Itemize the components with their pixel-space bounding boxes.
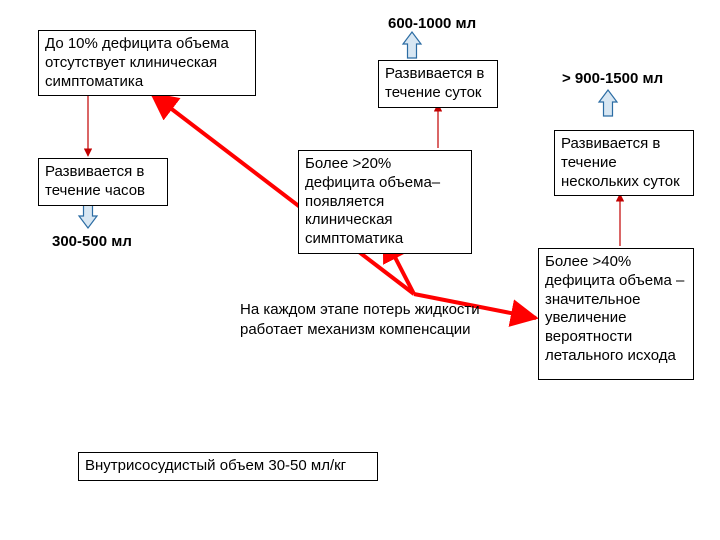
block-arrow-icon xyxy=(403,32,421,58)
footer-box: Внутрисосудистый объем 30-50 мл/кг xyxy=(78,452,378,481)
box-dev-day: Развивается в течение суток xyxy=(378,60,498,108)
box-dev-days: Развивается в течение нескольких суток xyxy=(554,130,694,196)
box-dev-hours: Развивается в течение часов xyxy=(38,158,168,206)
box-10pct: До 10% дефицита объема отсутствует клини… xyxy=(38,30,256,96)
label-600-1000: 600-1000 мл xyxy=(388,15,476,32)
box-20pct: Более >20% дефицита объема– появляется к… xyxy=(298,150,472,254)
block-arrow-icon xyxy=(79,202,97,228)
center-explanation: На каждом этапе потерь жидкости работает… xyxy=(240,300,510,339)
block-arrow-icon xyxy=(599,90,617,116)
box-40pct: Более >40% дефицита объема – значительно… xyxy=(538,248,694,380)
label-300-500: 300-500 мл xyxy=(52,233,132,250)
label-900-1500: > 900-1500 мл xyxy=(562,70,663,87)
